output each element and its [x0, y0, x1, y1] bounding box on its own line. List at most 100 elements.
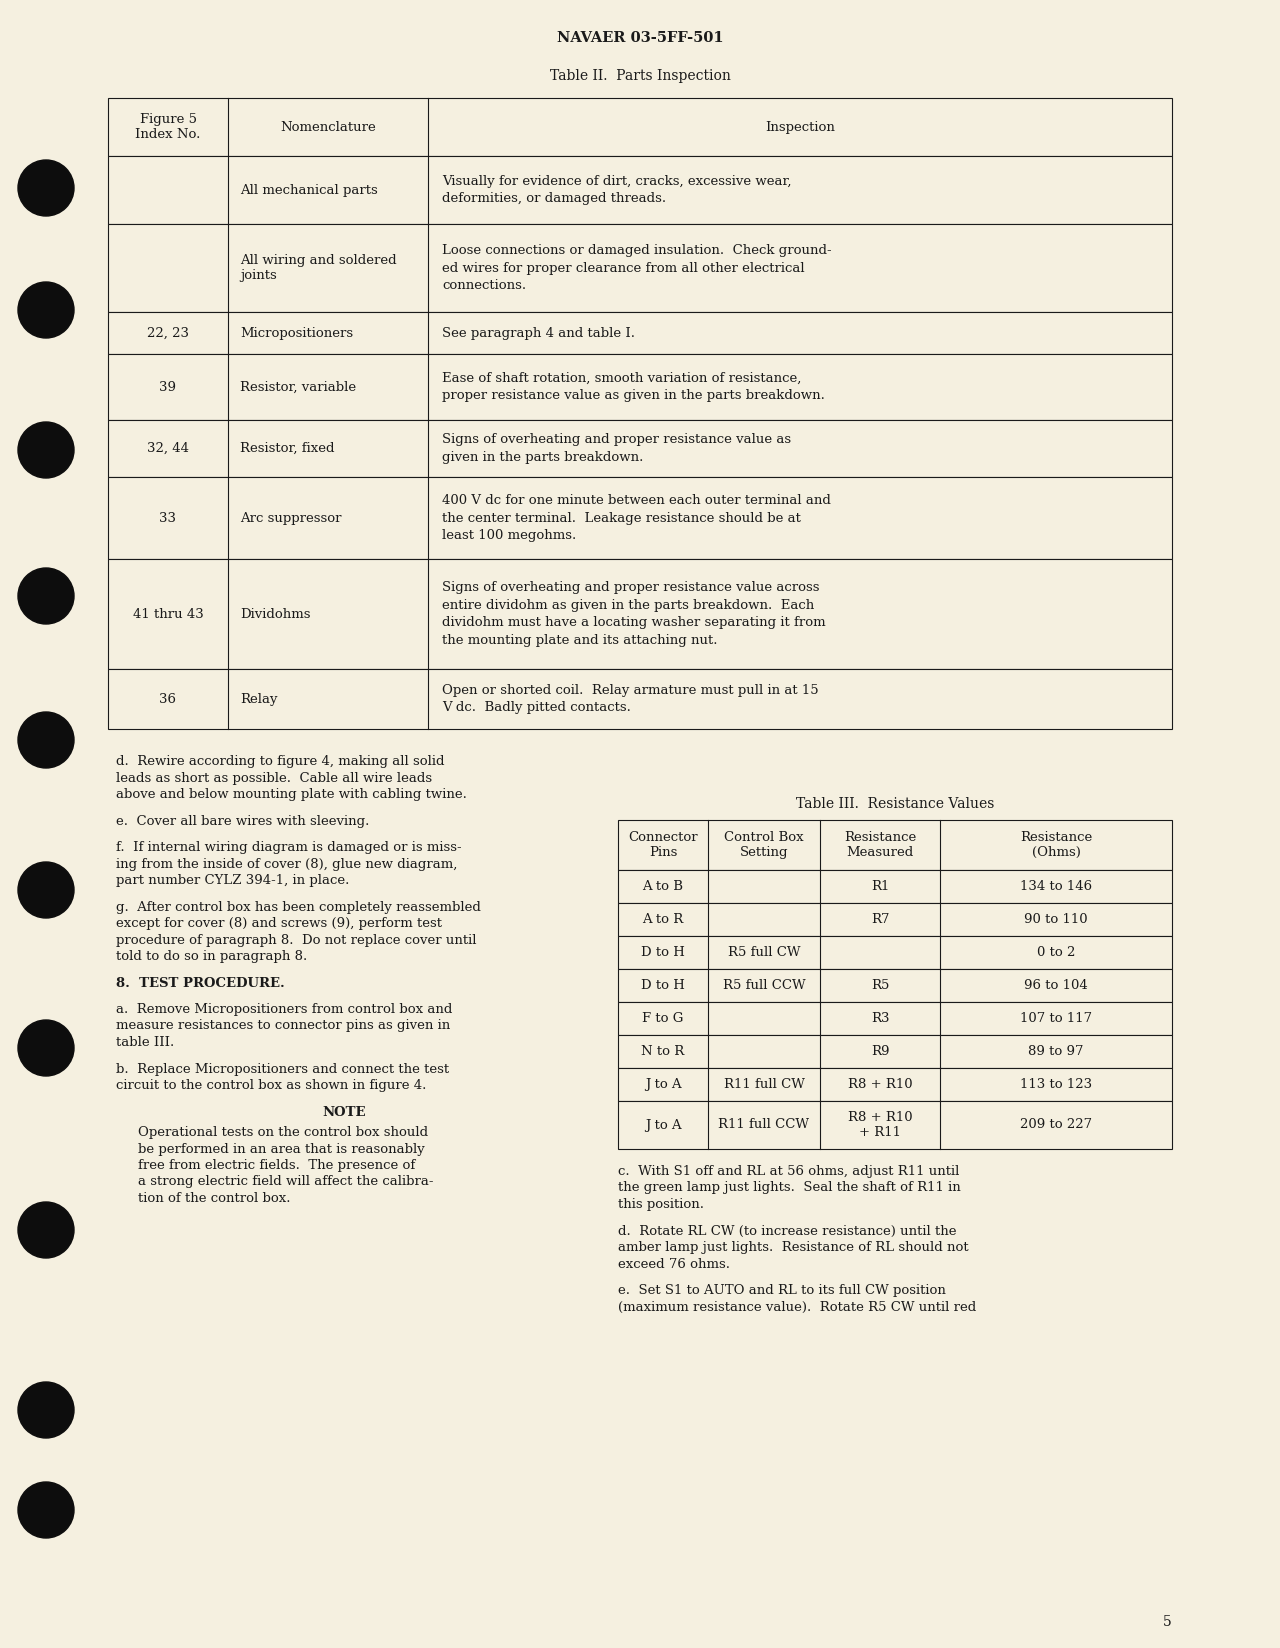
Text: 107 to 117: 107 to 117	[1020, 1012, 1092, 1025]
Text: 209 to 227: 209 to 227	[1020, 1119, 1092, 1132]
Bar	[108, 224, 1172, 311]
Text: A to R: A to R	[643, 913, 684, 926]
Bar	[618, 1002, 1172, 1035]
Text: R3: R3	[870, 1012, 890, 1025]
Text: d.  Rewire according to figure 4, making all solid: d. Rewire according to figure 4, making …	[116, 755, 444, 768]
Text: All mechanical parts: All mechanical parts	[241, 183, 378, 196]
Text: Signs of overheating and proper resistance value across
entire dividohm as given: Signs of overheating and proper resistan…	[442, 582, 826, 646]
Bar	[618, 1068, 1172, 1101]
Text: R11 full CW: R11 full CW	[723, 1078, 804, 1091]
Text: F to G: F to G	[643, 1012, 684, 1025]
Text: Micropositioners: Micropositioners	[241, 326, 353, 339]
Bar	[108, 311, 1172, 354]
Text: D to H: D to H	[641, 946, 685, 959]
Text: Resistor, variable: Resistor, variable	[241, 381, 356, 394]
Text: Figure 5
Index No.: Figure 5 Index No.	[136, 114, 201, 142]
Bar	[108, 420, 1172, 476]
Text: Open or shorted coil.  Relay armature must pull in at 15
V dc.  Badly pitted con: Open or shorted coil. Relay armature mus…	[442, 684, 819, 714]
Text: above and below mounting plate with cabling twine.: above and below mounting plate with cabl…	[116, 788, 467, 801]
Circle shape	[18, 569, 74, 625]
Circle shape	[18, 1201, 74, 1257]
Text: Arc suppressor: Arc suppressor	[241, 511, 342, 524]
Text: D to H: D to H	[641, 979, 685, 992]
Text: amber lamp just lights.  Resistance of RL should not: amber lamp just lights. Resistance of RL…	[618, 1241, 969, 1254]
Text: Loose connections or damaged insulation.  Check ground-
ed wires for proper clea: Loose connections or damaged insulation.…	[442, 244, 832, 292]
Circle shape	[18, 422, 74, 478]
Text: part number CYLZ 394-1, in place.: part number CYLZ 394-1, in place.	[116, 873, 349, 887]
Circle shape	[18, 862, 74, 918]
Text: R8 + R10
+ R11: R8 + R10 + R11	[847, 1111, 913, 1139]
Text: 36: 36	[160, 692, 177, 705]
Text: Resistance
(Ohms): Resistance (Ohms)	[1020, 831, 1092, 859]
Text: J to A: J to A	[645, 1078, 681, 1091]
Text: Visually for evidence of dirt, cracks, excessive wear,
deformities, or damaged t: Visually for evidence of dirt, cracks, e…	[442, 175, 791, 206]
Text: Inspection: Inspection	[765, 120, 835, 133]
Text: told to do so in paragraph 8.: told to do so in paragraph 8.	[116, 949, 307, 962]
Text: 41 thru 43: 41 thru 43	[133, 608, 204, 621]
Text: 96 to 104: 96 to 104	[1024, 979, 1088, 992]
Text: e.  Cover all bare wires with sleeving.: e. Cover all bare wires with sleeving.	[116, 814, 370, 827]
Text: NOTE: NOTE	[323, 1106, 366, 1119]
Text: 8.  TEST PROCEDURE.: 8. TEST PROCEDURE.	[116, 977, 284, 989]
Text: NAVAER 03-5FF-501: NAVAER 03-5FF-501	[557, 31, 723, 44]
Circle shape	[18, 712, 74, 768]
Text: See paragraph 4 and table I.: See paragraph 4 and table I.	[442, 326, 635, 339]
Text: d.  Rotate RL CW (to increase resistance) until the: d. Rotate RL CW (to increase resistance)…	[618, 1224, 956, 1238]
Text: procedure of paragraph 8.  Do not replace cover until: procedure of paragraph 8. Do not replace…	[116, 933, 476, 946]
Circle shape	[18, 1020, 74, 1076]
Text: circuit to the control box as shown in figure 4.: circuit to the control box as shown in f…	[116, 1079, 426, 1093]
Text: N to R: N to R	[641, 1045, 685, 1058]
Text: c.  With S1 off and RL at 56 ohms, adjust R11 until: c. With S1 off and RL at 56 ohms, adjust…	[618, 1165, 960, 1178]
Text: R5 full CW: R5 full CW	[728, 946, 800, 959]
Circle shape	[18, 1482, 74, 1538]
Text: b.  Replace Micropositioners and connect the test: b. Replace Micropositioners and connect …	[116, 1063, 449, 1076]
Circle shape	[18, 1383, 74, 1439]
Text: f.  If internal wiring diagram is damaged or is miss-: f. If internal wiring diagram is damaged…	[116, 840, 462, 854]
Text: R1: R1	[870, 880, 890, 893]
Text: a.  Remove Micropositioners from control box and: a. Remove Micropositioners from control …	[116, 1004, 452, 1017]
Bar	[108, 669, 1172, 728]
Text: (maximum resistance value).  Rotate R5 CW until red: (maximum resistance value). Rotate R5 CW…	[618, 1300, 977, 1313]
Bar	[108, 354, 1172, 420]
Text: 0 to 2: 0 to 2	[1037, 946, 1075, 959]
Text: Signs of overheating and proper resistance value as
given in the parts breakdown: Signs of overheating and proper resistan…	[442, 433, 791, 463]
Text: 32, 44: 32, 44	[147, 442, 189, 455]
Text: free from electric fields.  The presence of: free from electric fields. The presence …	[138, 1159, 415, 1172]
Text: Operational tests on the control box should: Operational tests on the control box sho…	[138, 1126, 428, 1139]
Text: 5: 5	[1164, 1615, 1172, 1628]
Text: exceed 76 ohms.: exceed 76 ohms.	[618, 1257, 730, 1271]
Text: 33: 33	[160, 511, 177, 524]
Text: table III.: table III.	[116, 1037, 174, 1050]
Bar	[618, 1101, 1172, 1149]
Circle shape	[18, 282, 74, 338]
Text: Table II.  Parts Inspection: Table II. Parts Inspection	[549, 69, 731, 82]
Bar	[108, 476, 1172, 559]
Bar	[618, 969, 1172, 1002]
Text: 39: 39	[160, 381, 177, 394]
Text: leads as short as possible.  Cable all wire leads: leads as short as possible. Cable all wi…	[116, 771, 433, 784]
Text: tion of the control box.: tion of the control box.	[138, 1192, 291, 1205]
Text: All wiring and soldered
joints: All wiring and soldered joints	[241, 254, 397, 282]
Text: A to B: A to B	[643, 880, 684, 893]
Text: 22, 23: 22, 23	[147, 326, 189, 339]
Text: R11 full CCW: R11 full CCW	[718, 1119, 809, 1132]
Text: J to A: J to A	[645, 1119, 681, 1132]
Text: 400 V dc for one minute between each outer terminal and
the center terminal.  Le: 400 V dc for one minute between each out…	[442, 494, 831, 542]
Text: R8 + R10: R8 + R10	[847, 1078, 913, 1091]
Text: R7: R7	[870, 913, 890, 926]
Text: except for cover (8) and screws (9), perform test: except for cover (8) and screws (9), per…	[116, 916, 442, 929]
Bar	[618, 903, 1172, 936]
Text: 113 to 123: 113 to 123	[1020, 1078, 1092, 1091]
Text: Connector
Pins: Connector Pins	[628, 831, 698, 859]
Text: the green lamp just lights.  Seal the shaft of R11 in: the green lamp just lights. Seal the sha…	[618, 1182, 961, 1195]
Bar	[618, 936, 1172, 969]
Bar	[618, 1035, 1172, 1068]
Text: g.  After control box has been completely reassembled: g. After control box has been completely…	[116, 900, 481, 913]
Text: Relay: Relay	[241, 692, 278, 705]
Bar	[108, 559, 1172, 669]
Text: Resistance
Measured: Resistance Measured	[844, 831, 916, 859]
Text: Dividohms: Dividohms	[241, 608, 311, 621]
Text: measure resistances to connector pins as given in: measure resistances to connector pins as…	[116, 1020, 451, 1033]
Bar	[618, 821, 1172, 870]
Text: 90 to 110: 90 to 110	[1024, 913, 1088, 926]
